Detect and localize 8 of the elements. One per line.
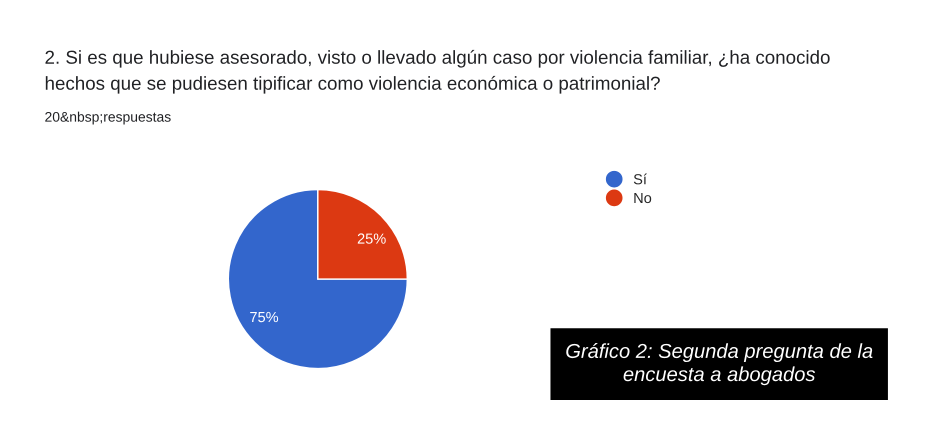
text: Gráfico 2: Segunda pregunta de la encuesta a abogados <box>566 343 872 386</box>
legend-label: No <box>634 192 652 204</box>
text: 20&nbsp;respuestas <box>45 112 171 125</box>
chart-title: 2. Si es que hubiese asesorado, visto o llevado algún caso por violencia familiar, ¿ha conocido hechos que se pudiesen tipificar como violencia económica o patrimonial? <box>45 50 830 94</box>
data-label: 75% <box>250 312 278 322</box>
legend-label: Sí <box>634 174 647 184</box>
data-label: 25% <box>358 233 386 244</box>
pie-slice <box>228 188 408 370</box>
